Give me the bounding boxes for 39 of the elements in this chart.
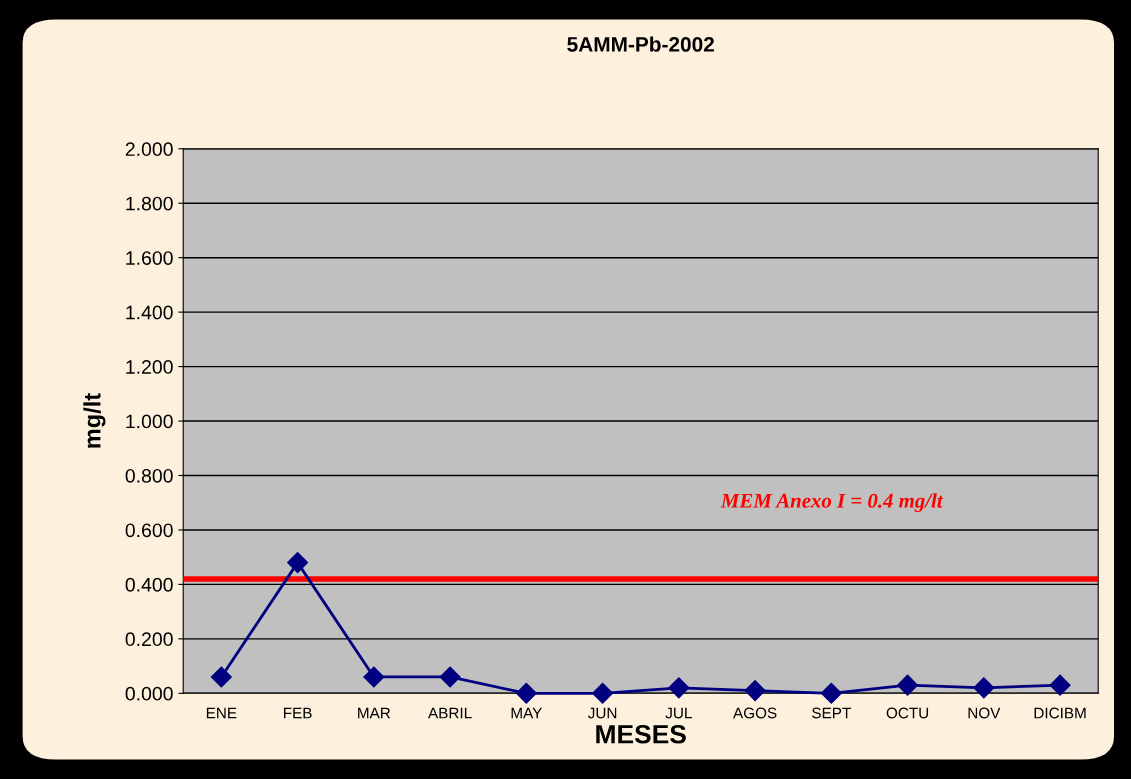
x-tick-label: NOV xyxy=(968,707,1001,719)
y-tick-label: 0.200 xyxy=(125,632,173,647)
y-tick-label: 0.400 xyxy=(125,577,173,592)
x-tick-label: ABRIL xyxy=(428,707,472,719)
point xyxy=(820,682,842,704)
y-tick-label: 1.600 xyxy=(126,251,173,265)
x-tick-label: MAY xyxy=(511,707,542,719)
x-tick-label: AGOS xyxy=(733,707,777,719)
y-tick-label: 1.000 xyxy=(126,414,173,429)
point xyxy=(287,552,309,574)
point xyxy=(668,677,690,699)
x-tick-label: ENE xyxy=(206,707,237,719)
point xyxy=(592,682,614,704)
x-tick-label: FEB xyxy=(283,707,312,719)
x-tick-label: MAR xyxy=(358,707,391,719)
y-tick-label: 0.600 xyxy=(125,523,173,538)
y-tick-label: 0.000 xyxy=(125,686,173,701)
point xyxy=(210,666,232,688)
x-tick-label: SEPT xyxy=(812,707,851,719)
y-tick-label: 2.000 xyxy=(125,142,173,157)
x-axis-title: MESES xyxy=(596,724,686,744)
y-tick-label: 0.800 xyxy=(125,468,173,483)
chart-title: 5AMM-Pb-2002 xyxy=(567,36,714,52)
point xyxy=(515,682,537,704)
point xyxy=(973,677,995,699)
x-tick-label: DICIBM xyxy=(1034,707,1086,719)
point xyxy=(897,674,919,696)
y-tick-label: 1.400 xyxy=(126,305,173,320)
x-tick-label: JUN xyxy=(587,707,617,719)
point xyxy=(1049,674,1071,696)
x-tick-label: JUL xyxy=(665,707,692,719)
y-axis-title: mg/lt xyxy=(83,393,106,448)
y-tick-label: 1.800 xyxy=(126,196,173,211)
point xyxy=(744,680,766,702)
ref-line-label: MEM Anexo I = 0.4 mg/lt xyxy=(720,493,944,513)
point xyxy=(363,666,385,688)
point xyxy=(439,666,461,688)
y-tick-label: 1.200 xyxy=(126,360,173,374)
x-tick-label: OCTU xyxy=(886,707,929,719)
